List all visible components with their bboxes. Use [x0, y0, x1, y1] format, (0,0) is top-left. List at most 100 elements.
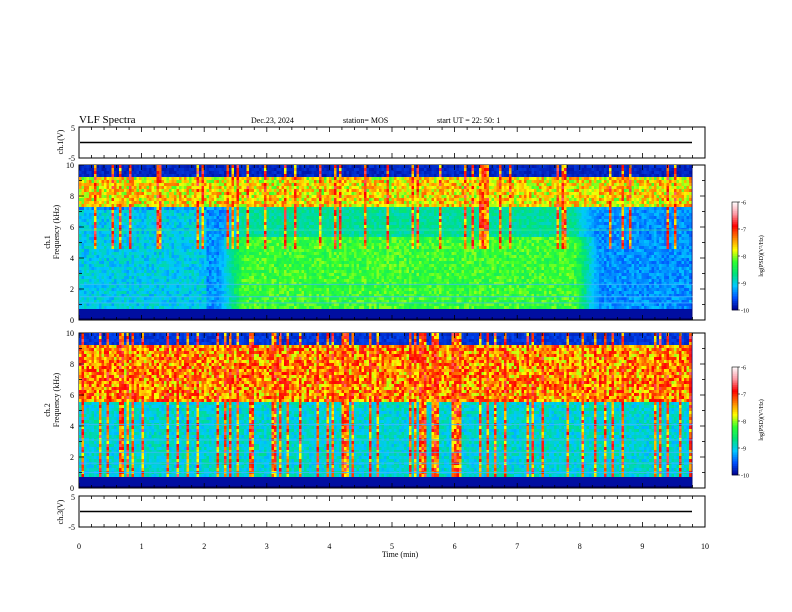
spectrogram-cell: [284, 180, 287, 183]
spectrogram-cell: [229, 237, 232, 240]
spectrogram-cell: [252, 168, 255, 171]
spectrogram-cell: [217, 309, 220, 312]
spectrogram-cell: [294, 309, 297, 312]
spectrogram-cell: [92, 270, 95, 273]
spectrogram-cell: [277, 198, 280, 201]
spectrogram-cell: [159, 309, 162, 312]
spectrogram-cell: [299, 267, 302, 270]
spectrogram-cell: [204, 225, 207, 228]
spectrogram-cell: [239, 201, 242, 204]
spectrogram-cell: [249, 210, 252, 213]
spectrogram-cell: [227, 192, 230, 195]
spectrogram-cell: [154, 231, 157, 234]
spectrogram-cell: [144, 285, 147, 288]
spectrogram-cell: [82, 174, 85, 177]
spectrogram-cell: [234, 168, 237, 171]
spectrogram-cell: [317, 312, 320, 315]
spectrogram-cell: [287, 243, 290, 246]
spectrogram-cell: [184, 309, 187, 312]
spectrogram-cell: [147, 195, 150, 198]
spectrogram-cell: [122, 261, 125, 264]
spectrogram-cell: [167, 285, 170, 288]
spectrogram-cell: [297, 234, 300, 237]
spectrogram-cell: [219, 291, 222, 294]
spectrogram-cell: [264, 306, 267, 309]
spectrogram-cell: [144, 216, 147, 219]
spectrogram-cell: [312, 237, 315, 240]
spectrogram-cell: [304, 237, 307, 240]
spectrogram-cell: [139, 210, 142, 213]
spectrogram-cell: [269, 255, 272, 258]
spectrogram-cell: [162, 222, 165, 225]
spectrogram-cell: [272, 192, 275, 195]
spectrogram-cell: [234, 249, 237, 252]
spectrogram-cell: [317, 267, 320, 270]
spectrogram-cell: [87, 225, 90, 228]
spectrogram-cell: [242, 258, 245, 261]
spectrogram-cell: [159, 315, 162, 318]
spectrogram-cell: [79, 222, 82, 225]
spectrogram-cell: [232, 243, 235, 246]
spectrogram-cell: [237, 174, 240, 177]
spectrogram-cell: [89, 288, 92, 291]
spectrogram-cell: [204, 180, 207, 183]
spectrogram-cell: [289, 186, 292, 189]
spectrogram-cell: [197, 252, 200, 255]
spectrogram-cell: [167, 216, 170, 219]
spectrogram-cell: [109, 276, 112, 279]
spectrogram-cell: [134, 246, 137, 249]
spectrogram-cell: [257, 204, 260, 207]
spectrogram-cell: [82, 279, 85, 282]
spectrogram-cell: [312, 261, 315, 264]
spectrogram-cell: [297, 309, 300, 312]
spectrogram-cell: [174, 255, 177, 258]
spectrogram-cell: [167, 210, 170, 213]
spectrogram-cell: [322, 276, 325, 279]
spectrogram-cell: [172, 207, 175, 210]
spectrogram-cell: [184, 267, 187, 270]
spectrogram-cell: [149, 288, 152, 291]
spectrogram-cell: [257, 279, 260, 282]
spectrogram-cell: [147, 306, 150, 309]
spectrogram-cell: [189, 261, 192, 264]
spectrogram-cell: [187, 243, 190, 246]
spectrogram-cell: [282, 201, 285, 204]
spectrogram-cell: [219, 234, 222, 237]
spectrogram-cell: [154, 168, 157, 171]
spectrogram-cell: [209, 264, 212, 267]
spectrogram-cell: [104, 240, 107, 243]
spectrogram-cell: [164, 279, 167, 282]
spectrogram-cell: [147, 255, 150, 258]
spectrogram-cell: [299, 213, 302, 216]
spectrogram-cell: [217, 288, 220, 291]
spectrogram-cell: [304, 180, 307, 183]
spectrogram-cell: [234, 183, 237, 186]
spectrogram-cell: [244, 249, 247, 252]
spectrogram-cell: [229, 174, 232, 177]
spectrogram-cell: [247, 303, 250, 306]
spectrogram-cell: [144, 174, 147, 177]
spectrogram-cell: [247, 204, 250, 207]
spectrogram-cell: [134, 243, 137, 246]
spectrogram-cell: [167, 213, 170, 216]
spectrogram-cell: [287, 267, 290, 270]
spectrogram-cell: [319, 309, 322, 312]
spectrogram-cell: [282, 186, 285, 189]
spectrogram-cell: [292, 228, 295, 231]
spectrogram-cell: [112, 264, 115, 267]
spectrogram-cell: [252, 252, 255, 255]
spectrogram-cell: [122, 168, 125, 171]
spectrogram-cell: [144, 186, 147, 189]
spectrogram-cell: [197, 270, 200, 273]
spectrogram-cell: [257, 240, 260, 243]
spectrogram-cell: [224, 210, 227, 213]
spectrogram-cell: [309, 192, 312, 195]
spectrogram-cell: [209, 276, 212, 279]
spectrogram-cell: [169, 168, 172, 171]
spectrogram-cell: [117, 183, 120, 186]
spectrogram-cell: [204, 252, 207, 255]
spectrogram-cell: [159, 285, 162, 288]
spectrogram-cell: [112, 267, 115, 270]
spectrogram-cell: [137, 306, 140, 309]
spectrogram-cell: [322, 222, 325, 225]
